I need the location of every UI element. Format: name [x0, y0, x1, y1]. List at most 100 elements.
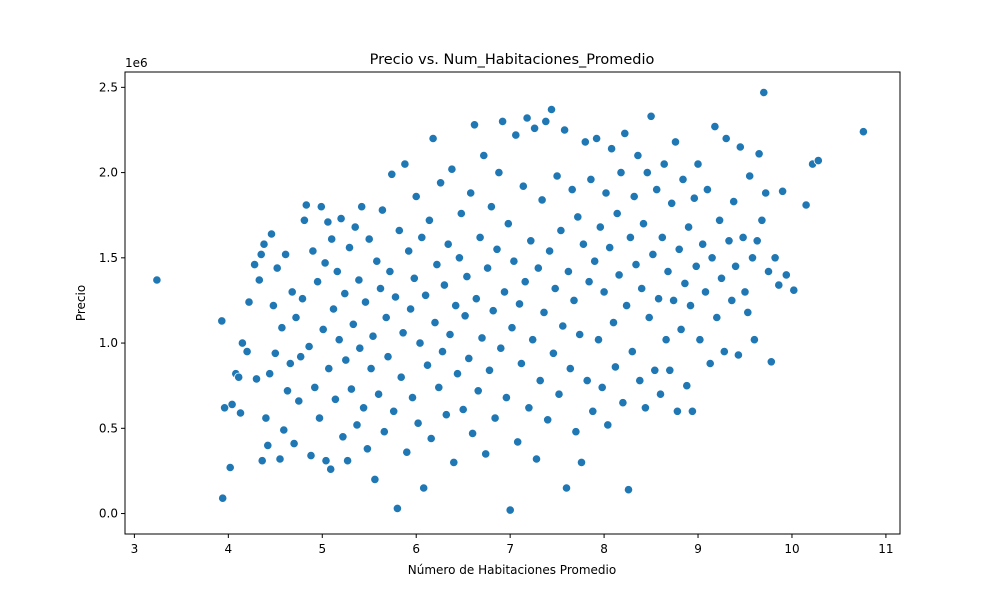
- data-point: [535, 375, 545, 386]
- chart-title: Precio vs. Num_Habitaciones_Promedio: [370, 52, 655, 68]
- data-point: [490, 413, 500, 423]
- data-point: [754, 149, 764, 159]
- data-point: [575, 329, 585, 340]
- data-point: [409, 273, 419, 283]
- data-point: [368, 331, 378, 341]
- data-point: [633, 150, 643, 161]
- data-point: [730, 261, 741, 271]
- data-point: [655, 389, 666, 399]
- data-point: [526, 236, 536, 246]
- data-point: [251, 374, 262, 384]
- data-point: [712, 312, 722, 323]
- data-point: [334, 335, 344, 345]
- data-point: [464, 353, 474, 363]
- data-point: [621, 300, 632, 311]
- y-tick-label: 0.5: [99, 421, 118, 435]
- data-point: [422, 360, 433, 370]
- data-point: [342, 456, 353, 466]
- data-point: [663, 266, 673, 277]
- data-point: [766, 357, 776, 367]
- data-point: [383, 352, 393, 362]
- data-point: [646, 111, 656, 121]
- data-point: [707, 253, 717, 263]
- data-point: [610, 362, 621, 372]
- data-point: [627, 346, 637, 357]
- data-point: [435, 178, 446, 188]
- data-point: [424, 215, 434, 225]
- x-tick-label: 8: [600, 542, 608, 556]
- data-point: [265, 369, 275, 379]
- data-point: [396, 372, 406, 382]
- data-point: [254, 275, 264, 285]
- data-point: [266, 229, 277, 239]
- data-point: [454, 253, 464, 263]
- data-point: [398, 328, 408, 338]
- data-point: [336, 214, 346, 224]
- data-point: [695, 335, 705, 345]
- data-point: [571, 427, 581, 437]
- data-point: [635, 375, 645, 386]
- data-point: [366, 363, 376, 374]
- data-point: [573, 212, 583, 222]
- data-point: [648, 249, 658, 259]
- data-point: [858, 127, 869, 137]
- data-point: [494, 168, 504, 178]
- data-point: [550, 283, 560, 294]
- data-point: [350, 222, 360, 232]
- data-point: [637, 283, 647, 294]
- data-point: [683, 222, 694, 232]
- data-point: [379, 427, 389, 437]
- data-point: [244, 297, 254, 307]
- data-point: [665, 365, 675, 375]
- data-point: [614, 270, 624, 280]
- data-point: [501, 392, 511, 403]
- data-point: [445, 329, 455, 340]
- data-point: [443, 239, 453, 249]
- data-point: [650, 365, 660, 375]
- data-point: [462, 271, 472, 282]
- data-point: [565, 363, 575, 374]
- data-point: [670, 137, 681, 147]
- x-tick-label: 5: [318, 542, 326, 556]
- data-point: [724, 236, 734, 246]
- data-point: [698, 239, 708, 249]
- data-point: [591, 133, 602, 144]
- data-point: [308, 246, 318, 256]
- data-point: [605, 243, 615, 253]
- y-tick-label: 2.0: [99, 166, 118, 180]
- data-point: [291, 312, 301, 323]
- data-point: [514, 299, 525, 309]
- data-point: [678, 174, 688, 184]
- data-point: [362, 444, 372, 454]
- y-axis-label: Precio: [74, 285, 88, 321]
- data-point: [601, 188, 611, 198]
- data-point: [479, 150, 489, 161]
- data-point: [439, 280, 449, 290]
- data-point: [411, 191, 421, 202]
- data-point: [318, 324, 328, 334]
- data-point: [623, 485, 634, 495]
- data-point: [522, 113, 532, 123]
- data-point: [616, 168, 626, 178]
- data-point: [441, 410, 451, 420]
- data-point: [437, 346, 448, 357]
- data-point: [312, 277, 323, 287]
- data-point: [559, 125, 570, 135]
- data-point: [237, 338, 247, 348]
- data-point: [595, 222, 605, 232]
- data-point: [428, 133, 438, 144]
- y-axis: 0.0 0.5 1.0 1.5 2.0 2.5: [99, 80, 125, 521]
- data-point: [323, 217, 333, 227]
- data-point: [599, 287, 609, 297]
- data-point: [652, 185, 662, 195]
- data-point: [330, 394, 340, 404]
- data-point: [558, 321, 568, 331]
- data-point: [631, 259, 641, 270]
- data-point: [531, 454, 542, 464]
- data-point: [533, 263, 543, 273]
- data-point: [301, 200, 311, 210]
- x-axis-label: Número de Habitaciones Promedio: [408, 563, 616, 577]
- data-point: [556, 225, 566, 236]
- x-tick-label: 11: [878, 542, 893, 556]
- data-point: [743, 307, 753, 317]
